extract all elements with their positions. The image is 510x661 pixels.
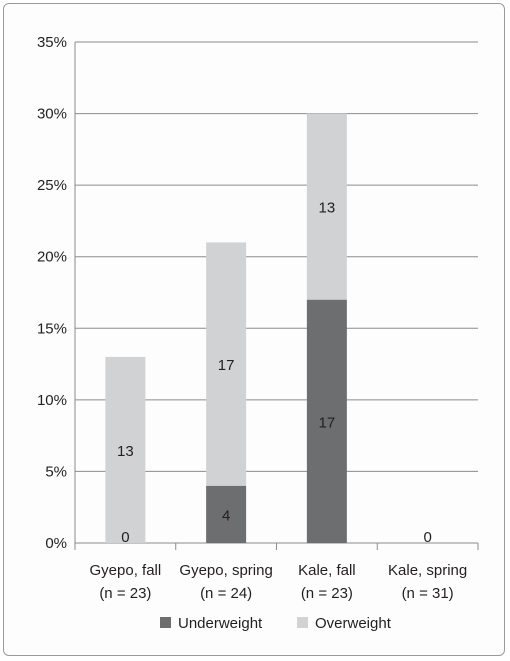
- bars: 0 13 4 17 17 13 0: [105, 113, 432, 546]
- legend-label-underweight: Underweight: [178, 615, 263, 632]
- bar-overweight: [105, 356, 146, 543]
- category-sublabel: (n = 31): [402, 585, 454, 602]
- data-label: 13: [319, 200, 336, 217]
- category-label: Gyepo, spring: [179, 562, 272, 579]
- legend-label-overweight: Overweight: [315, 615, 392, 632]
- bar-underweight: [206, 485, 247, 543]
- legend-swatch-underweight: [160, 617, 171, 628]
- data-label: 13: [117, 443, 134, 460]
- y-tick-label: 30%: [37, 106, 67, 123]
- data-label: 0: [121, 529, 129, 546]
- y-tick-label: 25%: [37, 177, 67, 194]
- category-label: Kale, spring: [388, 562, 467, 579]
- data-label: 4: [222, 507, 230, 524]
- data-label: 0: [423, 529, 431, 546]
- data-label: 17: [319, 414, 336, 431]
- y-tick-label: 20%: [37, 249, 67, 266]
- y-tick-label: 15%: [37, 320, 67, 337]
- x-axis: Gyepo, fall (n = 23) Gyepo, spring (n = 24)…: [74, 543, 479, 602]
- chart-frame: [3, 3, 505, 656]
- bar-underweight: [306, 299, 347, 543]
- category-label: Gyepo, fall: [90, 562, 162, 579]
- legend-swatch-overweight: [297, 617, 308, 628]
- category-sublabel: (n = 23): [301, 585, 353, 602]
- y-tick-label: 0%: [45, 535, 67, 552]
- data-label: 17: [218, 357, 235, 374]
- legend: Underweight Overweight: [160, 615, 392, 632]
- y-tick-label: 35%: [37, 34, 67, 51]
- y-tick-label: 5%: [45, 463, 67, 480]
- y-axis: 0% 5% 10% 15% 20% 25% 30% 35%: [37, 34, 76, 552]
- bar-overweight: [206, 242, 247, 486]
- category-sublabel: (n = 24): [200, 585, 252, 602]
- y-tick-label: 10%: [37, 392, 67, 409]
- bar-overweight: [306, 113, 347, 300]
- category-sublabel: (n = 23): [99, 585, 151, 602]
- category-label: Kale, fall: [298, 562, 356, 579]
